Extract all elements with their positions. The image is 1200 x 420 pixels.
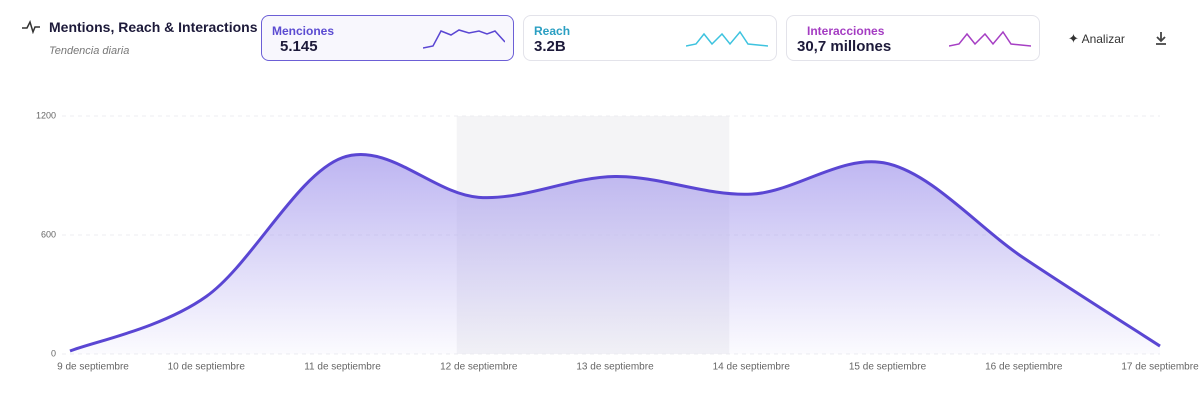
y-tick-label: 0 (51, 348, 56, 358)
analyze-label: Analizar (1081, 32, 1125, 46)
card-value: 30,7 millones (797, 38, 892, 55)
y-tick-label: 600 (41, 229, 56, 239)
x-tick-label: 16 de septiembre (985, 362, 1063, 373)
card-value: 3.2B (534, 38, 566, 55)
x-tick-label: 17 de septiembre (1121, 362, 1199, 373)
subtitle: Tendencia diaria (49, 45, 130, 57)
x-tick-label: 12 de septiembre (440, 362, 518, 373)
sparkline (949, 30, 1031, 47)
card-value: 5.145 (280, 38, 318, 55)
card-label: Menciones (272, 24, 335, 38)
x-tick-label: 14 de septiembre (713, 362, 791, 373)
area (70, 154, 1160, 354)
x-tick-label: 15 de septiembre (849, 362, 927, 373)
title: Mentions, Reach & Interactions (49, 19, 258, 35)
analyze-button[interactable]: ✦ Analizar (1068, 31, 1125, 46)
kpi-card[interactable]: Reach 3.2B (523, 15, 777, 61)
chart: 0 600 1200 9 de septiembre 10 de septiembre 1… (36, 110, 1199, 373)
kpi-card[interactable]: Menciones 5.145 (261, 15, 514, 61)
sparkline (423, 29, 505, 49)
trend-icon (22, 20, 40, 34)
x-tick-label: 9 de septiembre (57, 362, 129, 373)
sparkline (686, 30, 768, 47)
x-tick-label: 10 de septiembre (168, 362, 246, 373)
download-button[interactable] (1154, 31, 1168, 45)
x-tick-label: 13 de septiembre (576, 362, 654, 373)
y-tick-label: 1200 (36, 110, 56, 120)
x-tick-label: 11 de septiembre (304, 362, 381, 373)
card-label: Interacciones (807, 24, 885, 38)
kpi-card[interactable]: Interacciones 30,7 millones (786, 15, 1040, 61)
line (69, 153, 1161, 353)
card-label: Reach (534, 24, 571, 38)
